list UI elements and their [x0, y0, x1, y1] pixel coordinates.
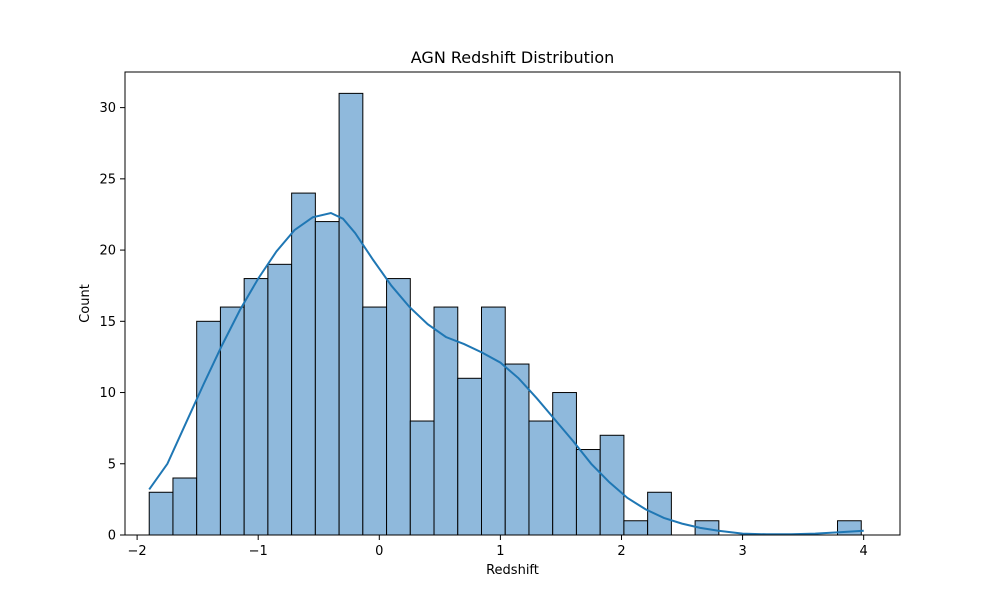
x-tick-label: −1 [249, 544, 268, 559]
y-axis-label: Count [78, 284, 93, 323]
histogram-bar [504, 363, 530, 536]
histogram-bar [243, 278, 269, 536]
histogram-bar [314, 221, 340, 536]
histogram-bar [362, 306, 388, 536]
histogram-bar [623, 520, 649, 536]
y-tick-label: 10 [99, 386, 116, 401]
x-axis-ticks: −2 −1 0 1 2 3 4 [128, 535, 868, 559]
y-tick-label: 25 [99, 172, 116, 187]
histogram-bar [196, 320, 221, 536]
histogram-bar [172, 477, 198, 536]
histogram-bar [647, 491, 672, 536]
kde-layer [148, 211, 864, 536]
x-tick-label: 0 [375, 544, 383, 559]
bars-layer [148, 92, 862, 536]
kde-curve [148, 211, 864, 536]
plot-frame [124, 71, 901, 536]
y-tick-label: 20 [99, 244, 116, 259]
histogram-bar [552, 392, 577, 536]
histogram-bar [528, 420, 554, 536]
y-axis-ticks: 0 5 10 15 20 25 30 [99, 101, 125, 544]
y-tick-label: 30 [99, 101, 116, 116]
histogram-bar [575, 449, 601, 536]
y-tick-label: 5 [108, 457, 116, 472]
y-tick-label: 15 [99, 315, 116, 330]
histogram-bar [148, 491, 174, 536]
chart-title: AGN Redshift Distribution [411, 48, 615, 67]
x-tick-label: 4 [860, 544, 868, 559]
x-axis-label: Redshift [486, 563, 539, 578]
x-tick-label: −2 [128, 544, 147, 559]
x-tick-label: 3 [738, 544, 746, 559]
histogram-bar [457, 377, 482, 536]
histogram-bar [338, 92, 364, 536]
histogram-bar [267, 263, 293, 536]
x-tick-label: 1 [496, 544, 504, 559]
histogram-bar [409, 420, 435, 536]
histogram-bar [386, 278, 411, 536]
x-tick-label: 2 [617, 544, 625, 559]
y-tick-label: 0 [108, 529, 116, 544]
histogram-bar [481, 306, 506, 536]
histogram-bar [291, 192, 316, 536]
